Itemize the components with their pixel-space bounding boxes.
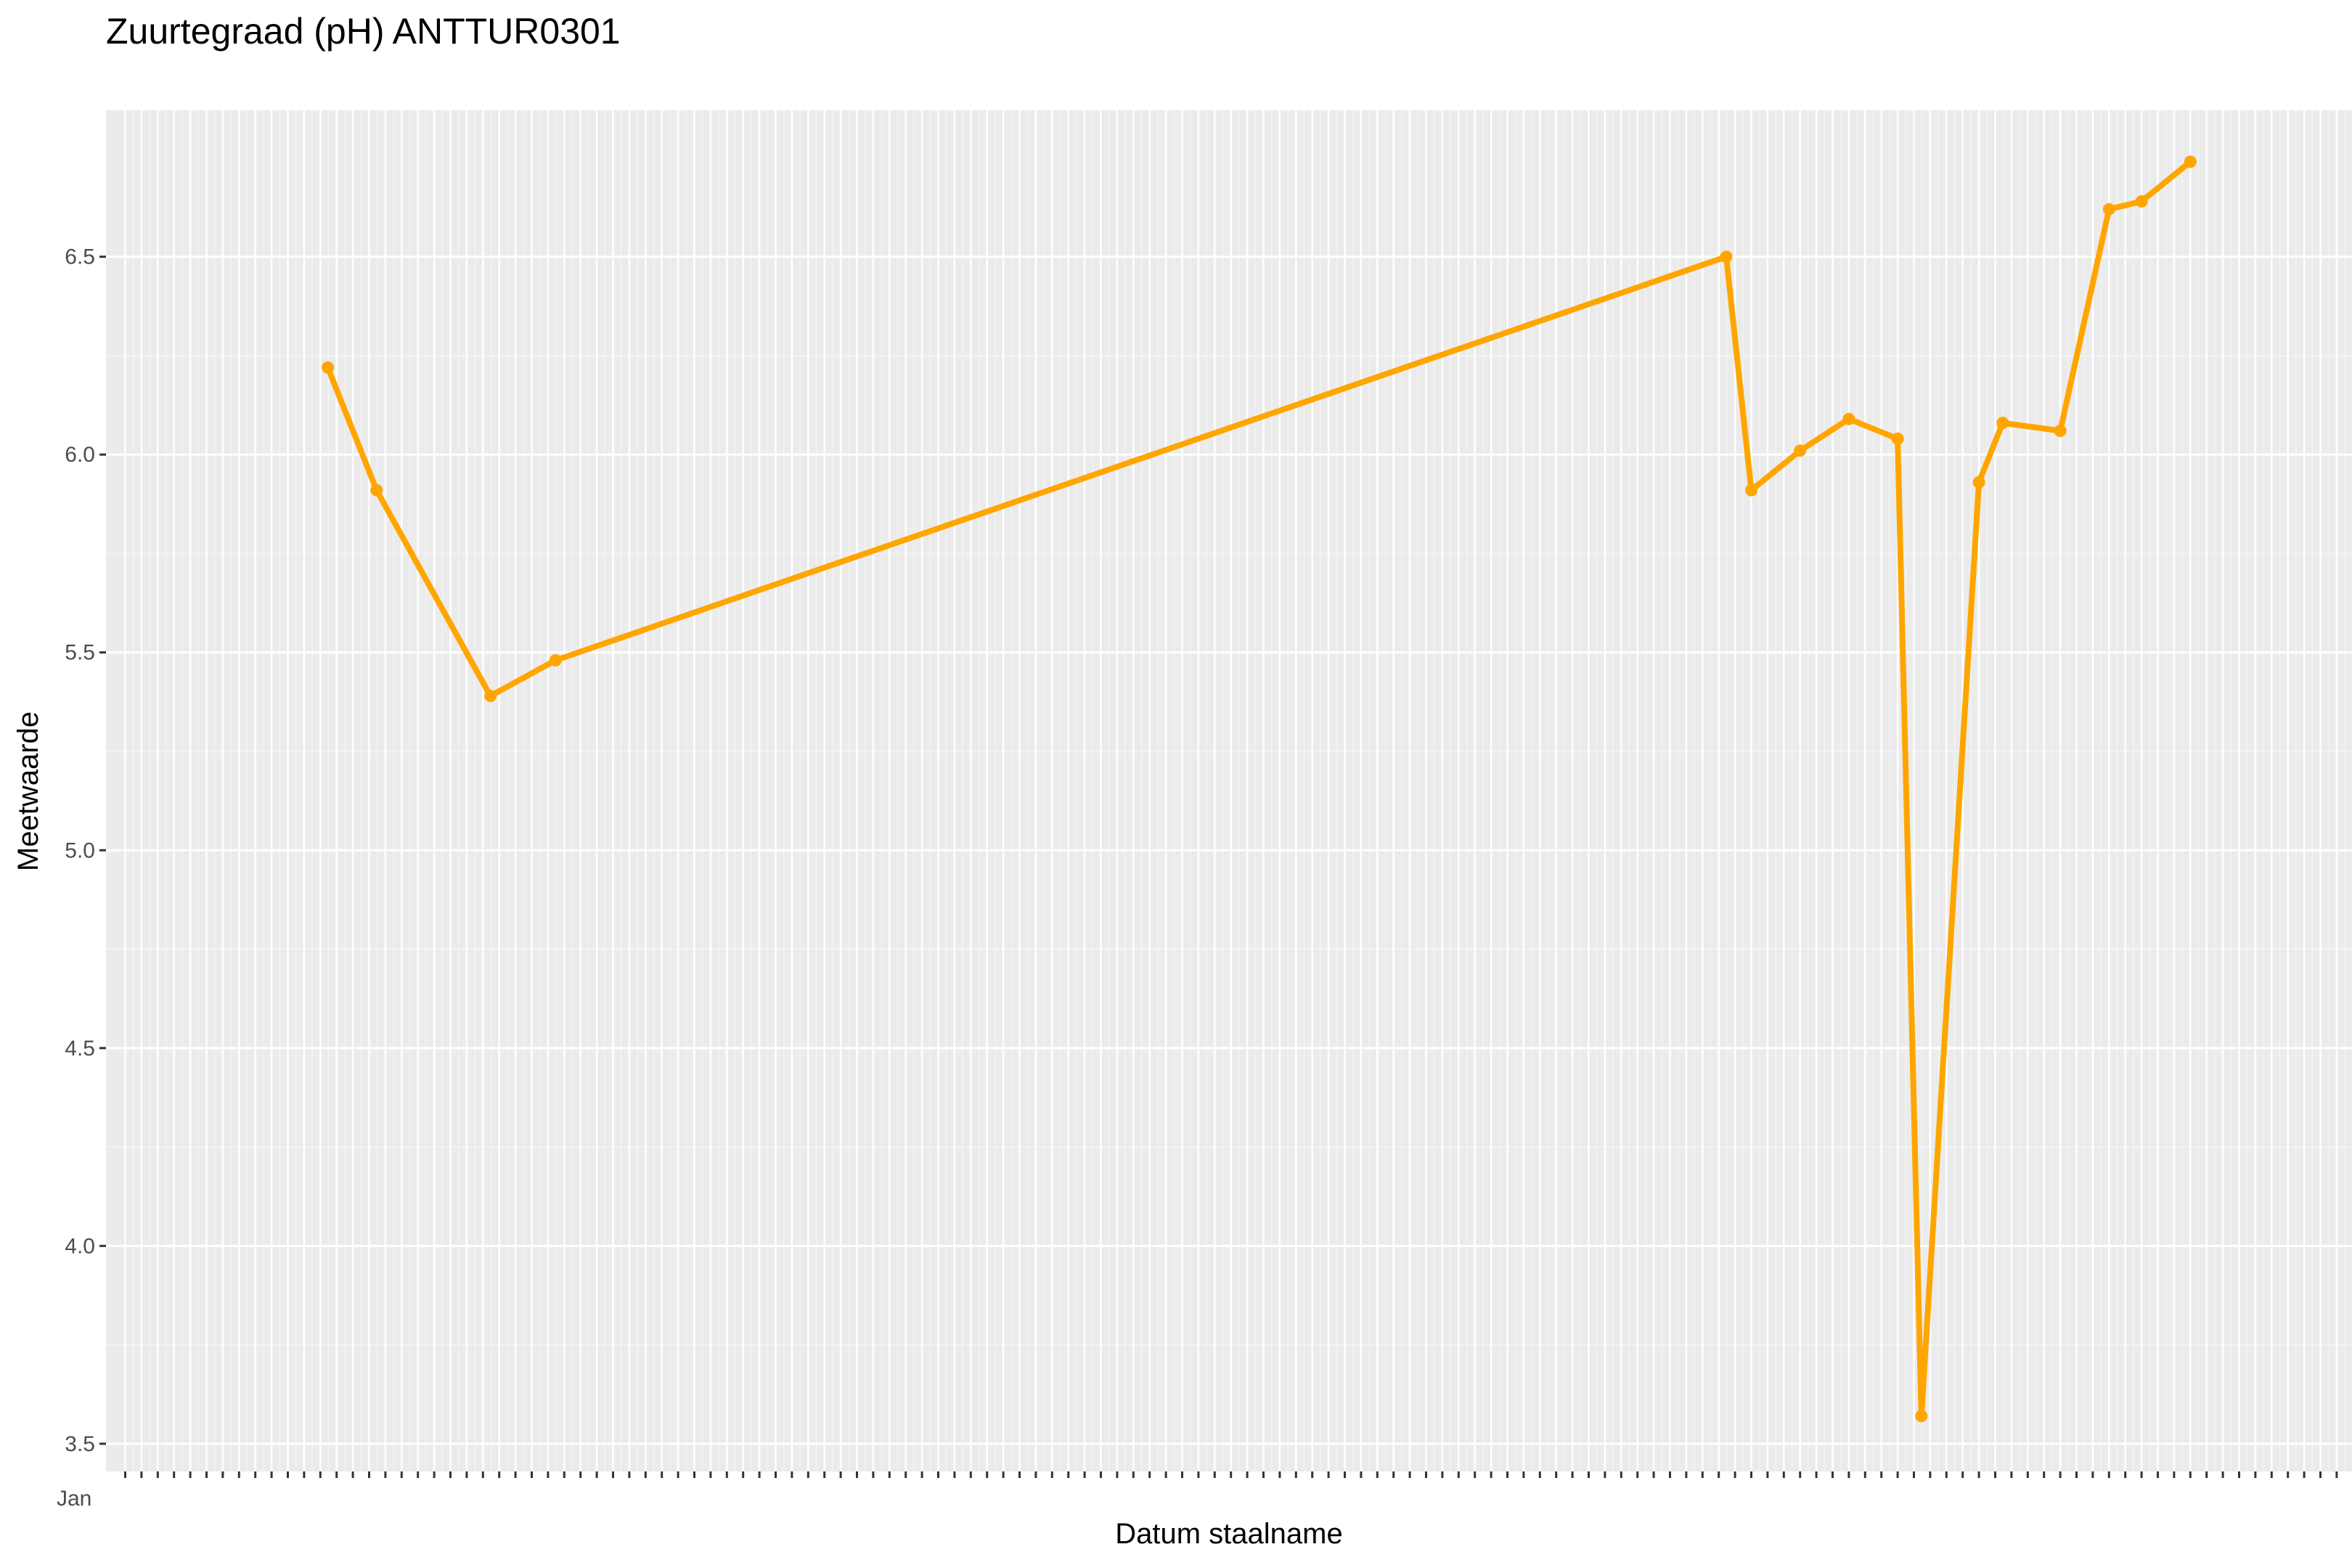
data-point	[1720, 250, 1733, 264]
data-point	[1842, 412, 1855, 425]
x-tick-label: Jan	[57, 1487, 91, 1511]
series-line	[324, 158, 2194, 1419]
y-axis: 3.5 4.0 4.5 5.0 5.5 6.0 6.5	[65, 245, 106, 1456]
data-point	[322, 361, 335, 374]
x-axis: Jan	[57, 1471, 2338, 1511]
y-tick-label: 5.0	[65, 838, 95, 862]
data-point	[1745, 483, 1757, 497]
y-tick-label: 6.0	[65, 443, 95, 467]
y-tick-label: 4.0	[65, 1234, 95, 1258]
y-tick-label: 6.5	[65, 245, 95, 269]
data-point	[1794, 444, 1807, 457]
data-point	[2102, 203, 2115, 216]
minor-gridlines	[106, 110, 2352, 1471]
data-point	[1891, 432, 1904, 445]
data-point	[2135, 195, 2148, 208]
series-layer	[322, 155, 2197, 1423]
data-point	[2054, 425, 2067, 437]
data-point	[549, 654, 562, 667]
data-point	[1972, 475, 1985, 489]
data-point	[370, 483, 383, 497]
y-tick-label: 5.5	[65, 641, 95, 665]
chart-title: Zuurtegraad (pH) ANTTUR0301	[106, 11, 621, 52]
x-axis-title: Datum staalname	[1115, 1518, 1342, 1550]
data-point	[2184, 155, 2197, 168]
y-tick-label: 3.5	[65, 1432, 95, 1456]
data-point	[484, 690, 497, 703]
y-axis-title: Meetwaarde	[12, 711, 44, 871]
data-point	[1915, 1410, 1928, 1423]
plot-panel	[106, 110, 2352, 1471]
data-point	[1996, 417, 2009, 430]
y-tick-label: 4.5	[65, 1037, 95, 1061]
major-gridlines	[106, 110, 2352, 1471]
